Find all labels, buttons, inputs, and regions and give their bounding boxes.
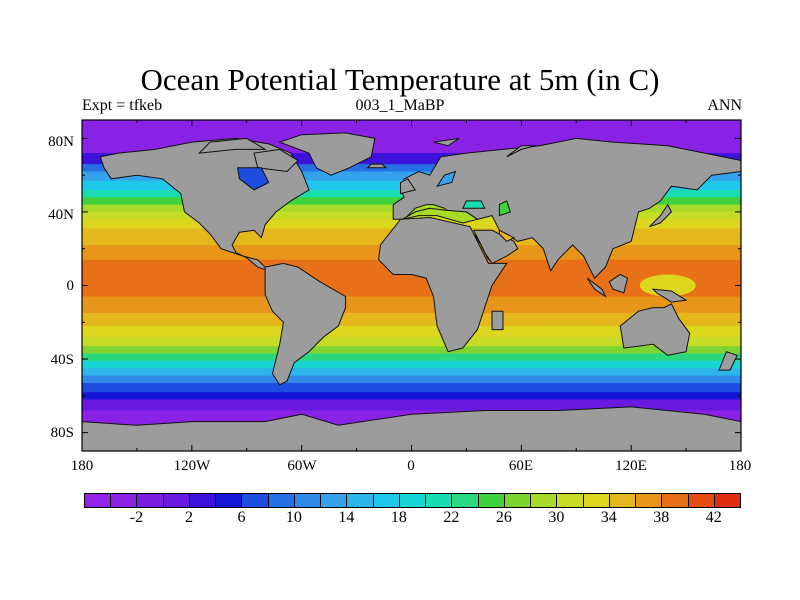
colorbar-swatch — [556, 493, 584, 508]
lat-label-80s: 80S — [50, 425, 74, 441]
sea-black-sea — [462, 200, 486, 209]
lat-label-80n: 80N — [48, 134, 74, 150]
experiment-label: Expt = tfkeb — [82, 97, 163, 114]
colorbar-label: 18 — [390, 509, 407, 526]
colorbar-swatch — [215, 493, 243, 508]
land-greenland — [278, 132, 376, 176]
colorbar-swatch — [241, 493, 269, 508]
warm-pool — [639, 274, 696, 297]
colorbar-label: 38 — [653, 509, 670, 526]
colorbar-swatch — [477, 493, 505, 508]
temperature-band — [82, 360, 741, 369]
sea-hudson-bay — [237, 167, 270, 191]
colorbar-label: 34 — [600, 509, 617, 526]
sea-mediterranean — [402, 207, 479, 224]
temperature-band — [82, 325, 741, 338]
lon-label-120w: 120W — [173, 458, 211, 474]
colorbar-label: 2 — [184, 509, 193, 526]
colorbar-swatch — [608, 493, 637, 508]
period-label: ANN — [707, 97, 742, 114]
colorbar-swatch — [713, 493, 741, 508]
temperature-band — [82, 153, 741, 165]
lon-label-120e: 120E — [615, 458, 647, 474]
axis-ticks — [81, 120, 742, 451]
colorbar-label: 10 — [285, 509, 302, 526]
temperature-band — [82, 164, 741, 172]
land-africa — [378, 216, 508, 353]
land-madagascar — [491, 310, 504, 331]
sea-persian-gulf — [498, 229, 516, 243]
temperature-band — [82, 382, 741, 393]
colorbar-swatch — [136, 493, 164, 508]
lon-label-60e: 60E — [508, 458, 534, 474]
colorbar-swatch — [503, 493, 532, 508]
colorbar-swatch — [162, 493, 190, 508]
colorbar-swatch — [84, 493, 112, 508]
temperature-band — [82, 392, 741, 401]
colorbar-swatch — [320, 493, 348, 508]
colorbar-swatch — [635, 493, 663, 508]
lat-label-40s: 40S — [50, 352, 74, 368]
land-indonesia-sumatra — [586, 277, 607, 298]
land-uk — [400, 178, 417, 195]
colorbar-label: 6 — [237, 509, 246, 526]
sea-baltic-sea — [435, 170, 457, 188]
temperature-band — [82, 313, 741, 327]
sea-red-sea — [473, 233, 489, 261]
lat-label-40n: 40N — [48, 207, 74, 223]
colorbar-swatch — [661, 493, 689, 508]
land-new-zealand — [718, 351, 739, 371]
land-baffin — [253, 148, 299, 173]
temperature-band — [82, 346, 741, 355]
colorbar-swatch — [267, 493, 295, 508]
land-iceland — [366, 163, 388, 169]
temperature-band — [82, 375, 741, 384]
land-new-guinea — [651, 288, 688, 303]
temperature-band — [82, 399, 741, 412]
colorbar-swatch — [687, 493, 715, 508]
colorbar-swatch — [188, 493, 217, 508]
colorbar-swatch — [398, 493, 427, 508]
colorbar-swatch — [425, 493, 453, 508]
colorbar — [84, 493, 741, 508]
land-novaya-zemlya — [506, 145, 537, 158]
land-australia — [619, 303, 691, 356]
lon-label-180e: 180 — [728, 458, 752, 474]
temperature-band — [82, 296, 741, 314]
temperature-band — [82, 336, 741, 347]
land-masses — [82, 132, 741, 451]
colorbar-label: 22 — [443, 509, 460, 526]
colorbar-swatch — [582, 493, 610, 508]
colorbar-label: 42 — [705, 509, 722, 526]
colorbar-swatch — [530, 493, 558, 508]
temperature-band — [82, 353, 741, 362]
colorbar-label: 26 — [495, 509, 512, 526]
land-south-america — [264, 262, 347, 386]
colorbar-label: -2 — [129, 509, 144, 526]
colorbar-label: 14 — [338, 509, 355, 526]
land-arctic-islands — [197, 137, 267, 154]
land-borneo — [608, 273, 629, 294]
colorbar-swatch — [110, 493, 138, 508]
colorbar-label: 30 — [548, 509, 565, 526]
temperature-band — [82, 368, 741, 377]
sea-caspian-sea — [498, 200, 512, 217]
land-japan — [649, 203, 673, 228]
lat-label-0: 0 — [66, 278, 75, 294]
land-antarctica — [82, 406, 741, 451]
map-title: Ocean Potential Temperature at 5m (in C) — [140, 62, 660, 97]
lon-label-0: 0 — [407, 458, 415, 474]
run-label: 003_1_MaBP — [355, 97, 445, 114]
land-svalbard — [433, 137, 460, 147]
colorbar-swatch — [293, 493, 322, 508]
colorbar-swatch — [372, 493, 400, 508]
colorbar-swatch — [346, 493, 374, 508]
colorbar-swatch — [451, 493, 479, 508]
lon-label-60w: 60W — [287, 458, 317, 474]
lon-label-180w: 180 — [70, 458, 94, 474]
